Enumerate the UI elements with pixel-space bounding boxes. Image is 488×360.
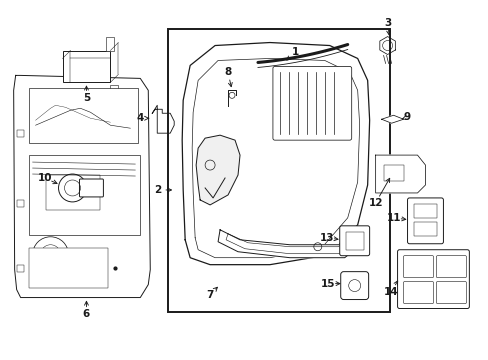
Polygon shape bbox=[218, 230, 357, 258]
FancyBboxPatch shape bbox=[340, 272, 368, 300]
Bar bbox=[413, 204, 437, 218]
FancyBboxPatch shape bbox=[80, 179, 103, 197]
Bar bbox=[128, 95, 136, 102]
Bar bbox=[29, 248, 108, 288]
Text: 9: 9 bbox=[403, 112, 410, 122]
Text: 4: 4 bbox=[136, 113, 143, 123]
Text: 2: 2 bbox=[154, 185, 162, 195]
Text: 8: 8 bbox=[224, 67, 231, 77]
Text: 14: 14 bbox=[384, 287, 398, 297]
Polygon shape bbox=[196, 135, 240, 205]
Bar bbox=[110, 85, 118, 92]
FancyBboxPatch shape bbox=[272, 67, 351, 140]
Text: 3: 3 bbox=[383, 18, 390, 28]
FancyBboxPatch shape bbox=[62, 50, 110, 82]
Text: 1: 1 bbox=[292, 48, 299, 58]
Text: 7: 7 bbox=[206, 289, 213, 300]
Bar bbox=[108, 108, 116, 115]
FancyBboxPatch shape bbox=[339, 226, 369, 256]
FancyBboxPatch shape bbox=[403, 282, 432, 303]
Bar bbox=[17, 200, 23, 207]
Bar bbox=[17, 265, 23, 272]
Text: 12: 12 bbox=[367, 198, 382, 208]
Text: 11: 11 bbox=[386, 213, 400, 223]
Bar bbox=[29, 88, 138, 143]
Text: 6: 6 bbox=[82, 310, 90, 319]
Bar bbox=[168, 28, 389, 312]
FancyBboxPatch shape bbox=[397, 250, 468, 309]
Text: 13: 13 bbox=[319, 233, 333, 243]
Text: 10: 10 bbox=[37, 173, 52, 183]
FancyBboxPatch shape bbox=[407, 198, 443, 244]
FancyBboxPatch shape bbox=[436, 282, 466, 303]
Text: 15: 15 bbox=[320, 279, 334, 289]
Text: 5: 5 bbox=[82, 93, 90, 103]
Bar bbox=[106, 37, 114, 50]
Polygon shape bbox=[375, 155, 425, 193]
Bar bbox=[345, 232, 363, 250]
Polygon shape bbox=[14, 75, 150, 298]
Bar bbox=[29, 155, 140, 235]
FancyBboxPatch shape bbox=[436, 256, 466, 278]
Bar bbox=[45, 175, 100, 210]
Bar bbox=[413, 222, 437, 236]
Polygon shape bbox=[381, 115, 403, 123]
Bar bbox=[17, 130, 23, 137]
Bar bbox=[383, 165, 403, 181]
FancyBboxPatch shape bbox=[403, 256, 432, 278]
